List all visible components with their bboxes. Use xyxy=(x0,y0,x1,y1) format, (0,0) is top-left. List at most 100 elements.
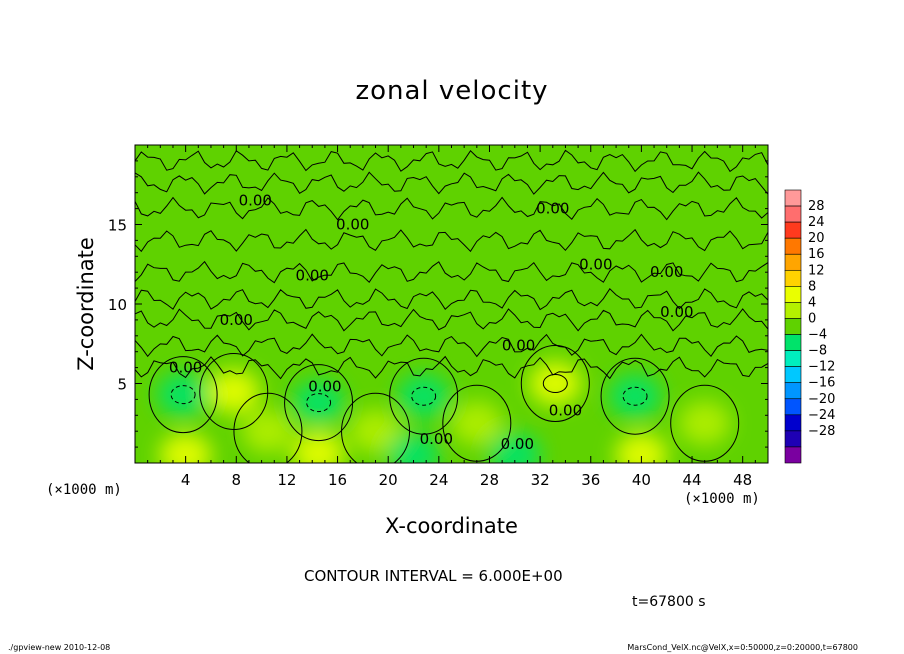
plot-area: 0.00 0.00 0.00 0.00 0.00 0.00 0.00 0.00 0.00 0.00… xyxy=(135,145,768,463)
colorbar-label-8: −4 xyxy=(808,328,827,343)
x-tick-label-8: 8 xyxy=(232,471,242,489)
contour-label-7: 0.00 xyxy=(220,311,253,329)
fill-region-7 xyxy=(349,409,402,454)
y-tick-label-5: 5 xyxy=(117,376,127,394)
colorbar-segment-10 xyxy=(784,350,802,367)
zero-contour-line-7 xyxy=(135,333,768,358)
colorbar-label-10: −12 xyxy=(808,360,835,375)
x-tick-label-40: 40 xyxy=(632,471,651,489)
fill-region-8 xyxy=(450,401,503,446)
colorbar-segment-8 xyxy=(784,318,802,335)
colorbar-label-1: 24 xyxy=(808,215,825,230)
time-label: t=67800 s xyxy=(632,594,706,610)
colorbar-label-5: 8 xyxy=(808,279,816,294)
fill-region-12 xyxy=(615,433,668,463)
x-tick-label-44: 44 xyxy=(682,471,701,489)
colorbar-label-11: −16 xyxy=(808,376,835,391)
colorbar-segment-9 xyxy=(784,334,802,351)
x-tick-label-28: 28 xyxy=(480,471,499,489)
colorbar-label-2: 20 xyxy=(808,231,825,246)
contour-label-2: 0.00 xyxy=(536,200,569,218)
x-unit-label-right: (×1000 m) xyxy=(684,491,760,507)
colorbar-segment-14 xyxy=(784,414,802,432)
footer-program-label: ./gpview-new 2010-12-08 xyxy=(8,643,111,652)
zero-contour-line-8 xyxy=(135,355,768,380)
colorbar-label-4: 12 xyxy=(808,263,825,278)
anomaly-inner-contour-3 xyxy=(622,386,648,406)
fill-region-6 xyxy=(241,409,294,454)
colorbar-label-14: −28 xyxy=(808,424,835,439)
x-tick-label-12: 12 xyxy=(277,471,296,489)
fill-region-13 xyxy=(387,433,440,463)
anomaly-contour-6 xyxy=(233,392,303,463)
contour-label-13: 0.00 xyxy=(501,435,534,453)
zero-contour-line-2 xyxy=(135,196,768,221)
fill-region-14 xyxy=(488,433,541,463)
footer-source-label: MarsCond_VelX.nc@VelX,x=0:50000,z=0:2000… xyxy=(627,643,858,652)
contour-label-12: 0.00 xyxy=(420,430,453,448)
colorbar-segment-1 xyxy=(784,205,802,223)
colorbar-segment-6 xyxy=(784,286,802,303)
fill-region-11 xyxy=(292,431,345,463)
contour-label-11: 0.00 xyxy=(549,402,582,420)
fill-region-1 xyxy=(292,380,345,425)
x-unit-label-left: (×1000 m) xyxy=(46,482,122,498)
colorbar-segment-5 xyxy=(784,269,802,287)
zero-contour-line-0 xyxy=(135,149,768,173)
fill-region-10 xyxy=(159,433,212,463)
y-tick-label-10: 10 xyxy=(108,296,127,314)
x-tick-label-4: 4 xyxy=(181,471,191,489)
colorbar-label-0: 28 xyxy=(808,199,825,214)
x-tick-label-48: 48 xyxy=(733,471,752,489)
colorbar-segment-3 xyxy=(784,237,802,255)
colorbar-label-9: −8 xyxy=(808,344,827,359)
x-axis-label: X-coordinate xyxy=(385,514,518,538)
fill-region-3 xyxy=(609,374,662,419)
anomaly-inner-contour-4 xyxy=(542,374,568,393)
colorbar-segment-13 xyxy=(784,398,802,416)
y-tick-label-15: 15 xyxy=(108,217,127,235)
contour-label-4: 0.00 xyxy=(650,263,683,281)
colorbar-segment-16 xyxy=(784,446,802,464)
anomaly-inner-contour-2 xyxy=(411,386,437,406)
anomaly-contour-3 xyxy=(600,357,670,435)
fill-region-2 xyxy=(397,374,450,419)
contour-label-0: 0.00 xyxy=(239,192,272,210)
x-tick-label-16: 16 xyxy=(328,471,347,489)
anomaly-contour-4 xyxy=(520,345,590,422)
contour-interval-label: CONTOUR INTERVAL = 6.000E+00 xyxy=(304,567,563,585)
fill-region-0 xyxy=(157,372,210,417)
contour-label-5: 0.00 xyxy=(296,266,329,284)
contour-label-9: 0.00 xyxy=(169,359,202,377)
colorbar-segment-11 xyxy=(784,366,802,384)
zero-contour-line-6 xyxy=(135,308,768,332)
x-tick-label-32: 32 xyxy=(531,471,550,489)
fill-region-9 xyxy=(678,401,731,446)
colorbar-segment-4 xyxy=(784,253,802,271)
colorbar-segment-12 xyxy=(784,382,802,400)
colorbar-segment-0 xyxy=(784,189,802,207)
zero-contour-line-4 xyxy=(135,260,768,284)
contour-label-3: 0.00 xyxy=(579,255,612,273)
anomaly-contour-7 xyxy=(341,392,411,463)
anomaly-contour-0 xyxy=(148,356,218,434)
contour-label-1: 0.00 xyxy=(336,216,369,234)
colorbar-label-12: −20 xyxy=(808,392,835,407)
colorbar-segment-15 xyxy=(784,430,802,448)
colorbar-segment-2 xyxy=(784,221,802,239)
x-tick-label-24: 24 xyxy=(429,471,448,489)
anomaly-inner-contour-0 xyxy=(170,385,196,405)
x-tick-label-20: 20 xyxy=(379,471,398,489)
colorbar-label-6: 4 xyxy=(808,295,816,310)
contour-label-10: 0.00 xyxy=(308,378,341,396)
colorbar-label-3: 16 xyxy=(808,247,825,262)
contour-label-8: 0.00 xyxy=(502,336,535,354)
zero-contour-line-5 xyxy=(135,288,768,311)
zero-contour-line-1 xyxy=(135,171,768,195)
chart-title: zonal velocity xyxy=(355,76,549,106)
fill-region-5 xyxy=(207,369,260,414)
colorbar-segment-7 xyxy=(784,302,802,319)
colorbar-label-7: 0 xyxy=(808,311,816,326)
contour-label-6: 0.00 xyxy=(660,303,693,321)
